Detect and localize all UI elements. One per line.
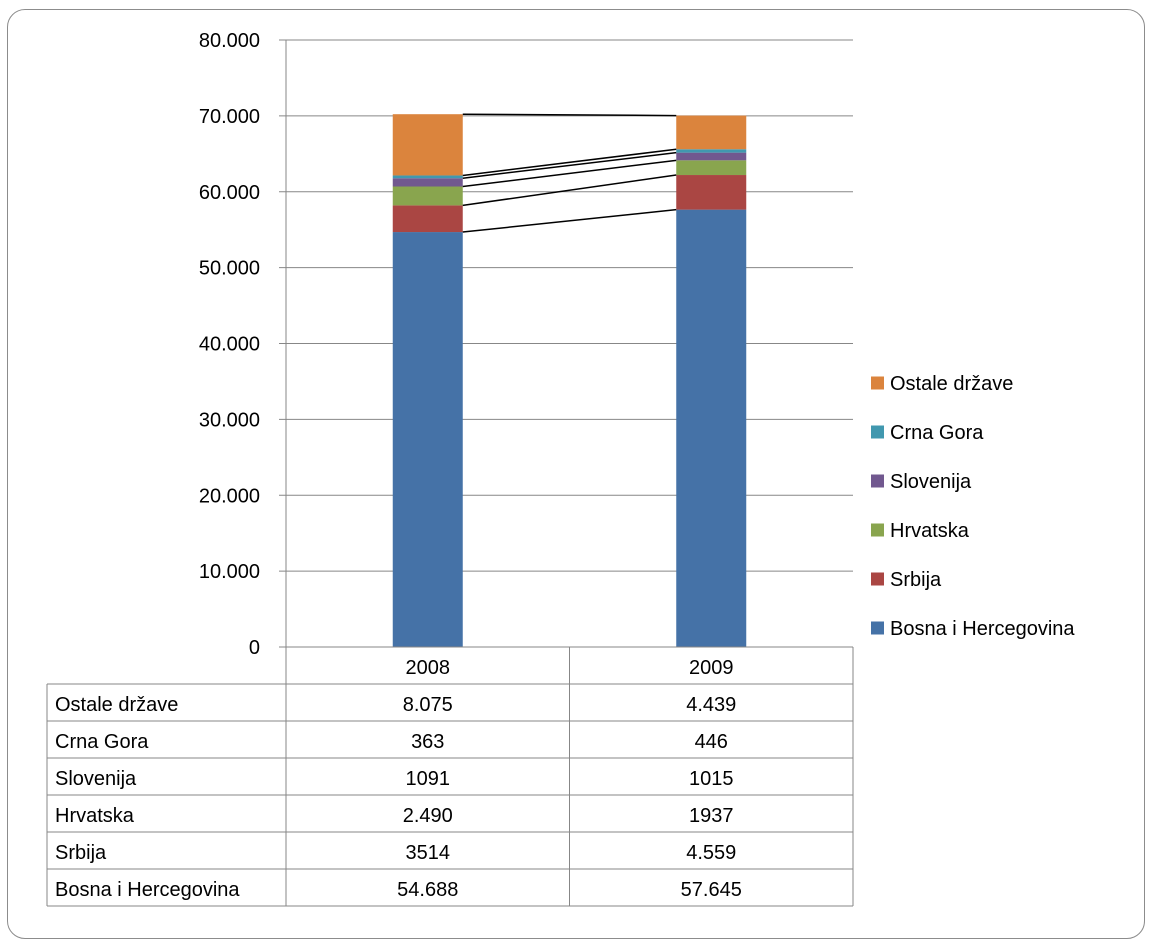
legend-swatch xyxy=(871,523,884,537)
y-tick-label: 40.000 xyxy=(199,334,260,356)
table-cell-value: 4.439 xyxy=(686,694,736,716)
y-tick-label: 20.000 xyxy=(199,485,260,507)
y-tick-label: 60.000 xyxy=(199,182,260,204)
bar-segment-crna-gora xyxy=(676,149,747,153)
legend-swatch xyxy=(871,474,884,488)
table-row-label: Slovenija xyxy=(55,768,137,790)
table-cell-value: 446 xyxy=(695,731,728,753)
bar-segment-srbija xyxy=(676,175,747,210)
series-line xyxy=(462,159,677,188)
table-cell-value: 1937 xyxy=(689,805,734,827)
legend-label: Crna Gora xyxy=(890,422,984,444)
table-cell-value: 3514 xyxy=(406,842,451,864)
y-tick-label: 80.000 xyxy=(199,30,260,52)
legend-label: Ostale države xyxy=(890,373,1013,395)
legend-label: Srbija xyxy=(890,569,942,591)
bar-segment-srbija xyxy=(392,205,463,233)
legend-label: Bosna i Hercegovina xyxy=(890,618,1075,640)
x-category-label: 2009 xyxy=(689,657,734,679)
table-row-label: Ostale države xyxy=(55,694,178,716)
bar-segment-bosna-i-hercegovina xyxy=(392,232,463,647)
series-line xyxy=(462,113,677,117)
table-cell-value: 4.559 xyxy=(686,842,736,864)
bar-segment-hrvatska xyxy=(392,186,463,206)
table-row-label: Hrvatska xyxy=(55,805,135,827)
series-line xyxy=(462,174,677,207)
legend-swatch xyxy=(871,425,884,439)
table-row-label: Crna Gora xyxy=(55,731,149,753)
table-cell-value: 1091 xyxy=(406,768,451,790)
bar-segment-ostale-države xyxy=(676,115,747,150)
table-cell-value: 1015 xyxy=(689,768,734,790)
table-cell-value: 363 xyxy=(411,731,444,753)
y-tick-label: 30.000 xyxy=(199,409,260,431)
table-row-label: Bosna i Hercegovina xyxy=(55,879,240,901)
legend-swatch xyxy=(871,621,884,635)
legend-label: Hrvatska xyxy=(890,520,970,542)
series-line xyxy=(462,151,677,179)
bar-segment-hrvatska xyxy=(676,160,747,176)
legend-swatch xyxy=(871,572,884,586)
legend-label: Slovenija xyxy=(890,471,972,493)
table-cell-value: 8.075 xyxy=(403,694,453,716)
series-line xyxy=(462,148,677,177)
series-line xyxy=(462,208,677,233)
bar-segment-crna-gora xyxy=(392,175,463,179)
legend-swatch xyxy=(871,376,884,390)
bar-segment-bosna-i-hercegovina xyxy=(676,209,747,647)
table-cell-value: 2.490 xyxy=(403,805,453,827)
table-row-label: Srbija xyxy=(55,842,107,864)
bar-segment-slovenija xyxy=(676,152,747,161)
x-category-label: 2008 xyxy=(406,657,451,679)
table-cell-value: 54.688 xyxy=(397,879,458,901)
y-tick-label: 0 xyxy=(249,637,260,659)
bar-segment-slovenija xyxy=(392,178,463,187)
table-cell-value: 57.645 xyxy=(681,879,742,901)
y-tick-label: 50.000 xyxy=(199,258,260,280)
y-tick-label: 70.000 xyxy=(199,106,260,128)
y-tick-label: 10.000 xyxy=(199,561,260,583)
bar-segment-ostale-države xyxy=(392,114,463,176)
